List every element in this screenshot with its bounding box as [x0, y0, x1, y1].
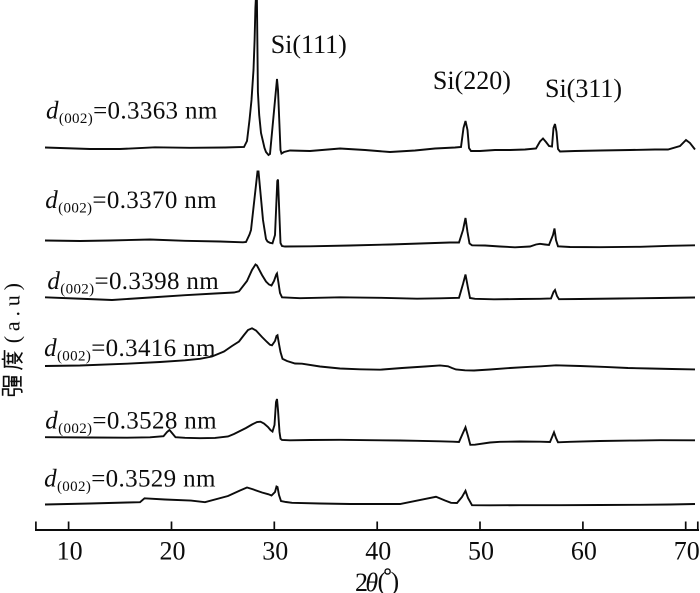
svg-text:30: 30	[262, 537, 288, 566]
svg-text:d(002)=0.3398 nm: d(002)=0.3398 nm	[47, 268, 219, 298]
svg-text:10: 10	[57, 537, 83, 566]
svg-text:Si(311): Si(311)	[545, 74, 622, 103]
svg-text:70: 70	[674, 537, 700, 566]
svg-text:θ: θ	[365, 568, 378, 593]
svg-text:): )	[391, 567, 400, 593]
svg-text:Si(111): Si(111)	[271, 30, 347, 59]
svg-text:d(002)=0.3528 nm: d(002)=0.3528 nm	[45, 408, 217, 438]
svg-text:2: 2	[355, 568, 368, 593]
svg-text:d(002)=0.3370 nm: d(002)=0.3370 nm	[45, 187, 217, 217]
svg-text:40: 40	[365, 537, 391, 566]
svg-text:d(002)=0.3363 nm: d(002)=0.3363 nm	[46, 98, 218, 128]
svg-text:d(002)=0.3529 nm: d(002)=0.3529 nm	[44, 465, 216, 495]
svg-text:Si(220): Si(220)	[433, 66, 511, 95]
svg-text:20: 20	[160, 537, 186, 566]
svg-text:d(002)=0.3416 nm: d(002)=0.3416 nm	[44, 335, 216, 365]
svg-text:(: (	[378, 567, 387, 593]
svg-text:60: 60	[571, 537, 597, 566]
svg-text:50: 50	[468, 537, 494, 566]
svg-text:(a.u): (a.u)	[0, 278, 25, 343]
